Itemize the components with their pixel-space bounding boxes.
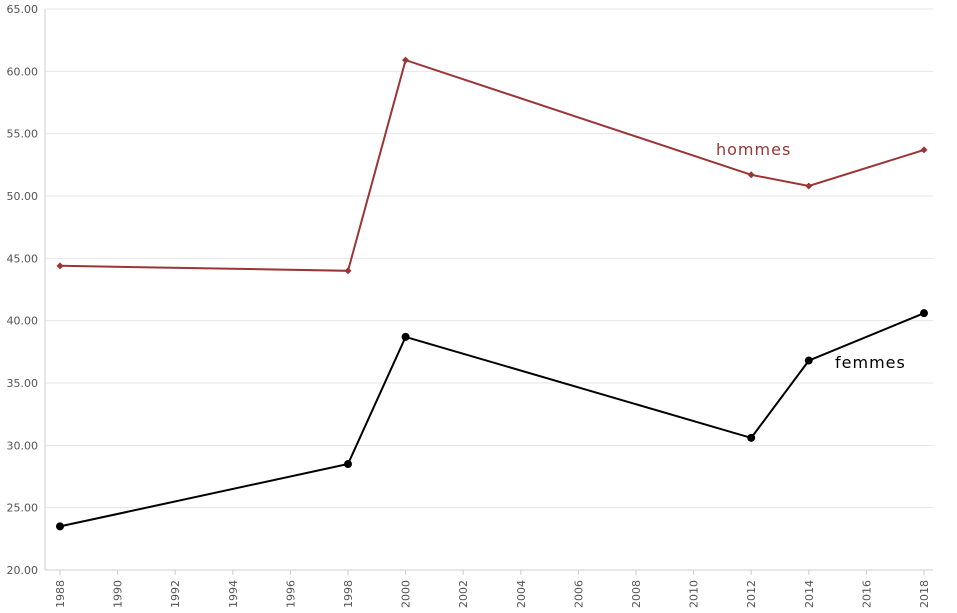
x-tick-label: 1994 (227, 580, 240, 608)
x-tick-label: 2018 (918, 580, 931, 608)
series-label-hommes: hommes (716, 140, 791, 159)
y-tick-label: 55.00 (7, 128, 39, 141)
data-point-femmes (747, 433, 756, 442)
x-tick-label: 2006 (572, 580, 585, 608)
data-point-hommes (402, 56, 410, 64)
data-point-femmes (920, 309, 928, 318)
x-tick-label: 2004 (515, 580, 528, 608)
y-tick-label: 20.00 (7, 564, 39, 577)
axes (44, 9, 933, 575)
x-axis-tick-labels: 1988 1990 1992 1994 1996 1998 2000 2002 2004 2006… (54, 580, 931, 608)
data-point-hommes (920, 146, 928, 154)
x-tick-label: 1992 (169, 580, 182, 608)
y-tick-label: 60.00 (7, 65, 39, 78)
x-tick-label: 2016 (860, 580, 873, 608)
x-tick-label: 2014 (803, 580, 816, 608)
x-tick-label: 2012 (745, 580, 758, 608)
x-tick-label: 2008 (630, 580, 643, 608)
data-point-hommes (344, 267, 352, 275)
data-point-hommes (56, 262, 64, 270)
x-tick-label: 1996 (284, 580, 297, 608)
data-point-femmes (804, 356, 813, 365)
series-line-hommes (59, 58, 925, 272)
x-tick-label: 2000 (400, 580, 413, 608)
y-tick-label: 40.00 (7, 315, 39, 328)
y-tick-label: 30.00 (7, 439, 39, 452)
x-tick-label: 1990 (112, 580, 125, 608)
x-tick-label: 2010 (688, 580, 701, 608)
x-tick-label: 1998 (342, 580, 355, 608)
gridlines (45, 8, 933, 571)
data-point-hommes (805, 182, 813, 190)
data-series (56, 56, 928, 531)
y-tick-label: 65.00 (7, 3, 39, 16)
series-label-femmes: femmes (835, 353, 906, 372)
series-line-femmes (59, 312, 925, 528)
x-tick-label: 1988 (54, 580, 67, 608)
data-point-hommes (747, 171, 755, 179)
y-axis-tick-labels: 20.00 25.00 30.00 35.00 40.00 45.00 50.00 55.00… (7, 3, 39, 577)
y-tick-label: 45.00 (7, 252, 39, 265)
data-point-femmes (401, 332, 410, 341)
x-tick-label: 2002 (457, 580, 470, 608)
y-tick-label: 50.00 (7, 190, 39, 203)
data-point-femmes (344, 460, 352, 469)
data-point-femmes (56, 522, 64, 531)
series-labels: hommes femmes (716, 140, 906, 372)
y-tick-label: 35.00 (7, 377, 39, 390)
y-tick-label: 25.00 (7, 502, 39, 515)
